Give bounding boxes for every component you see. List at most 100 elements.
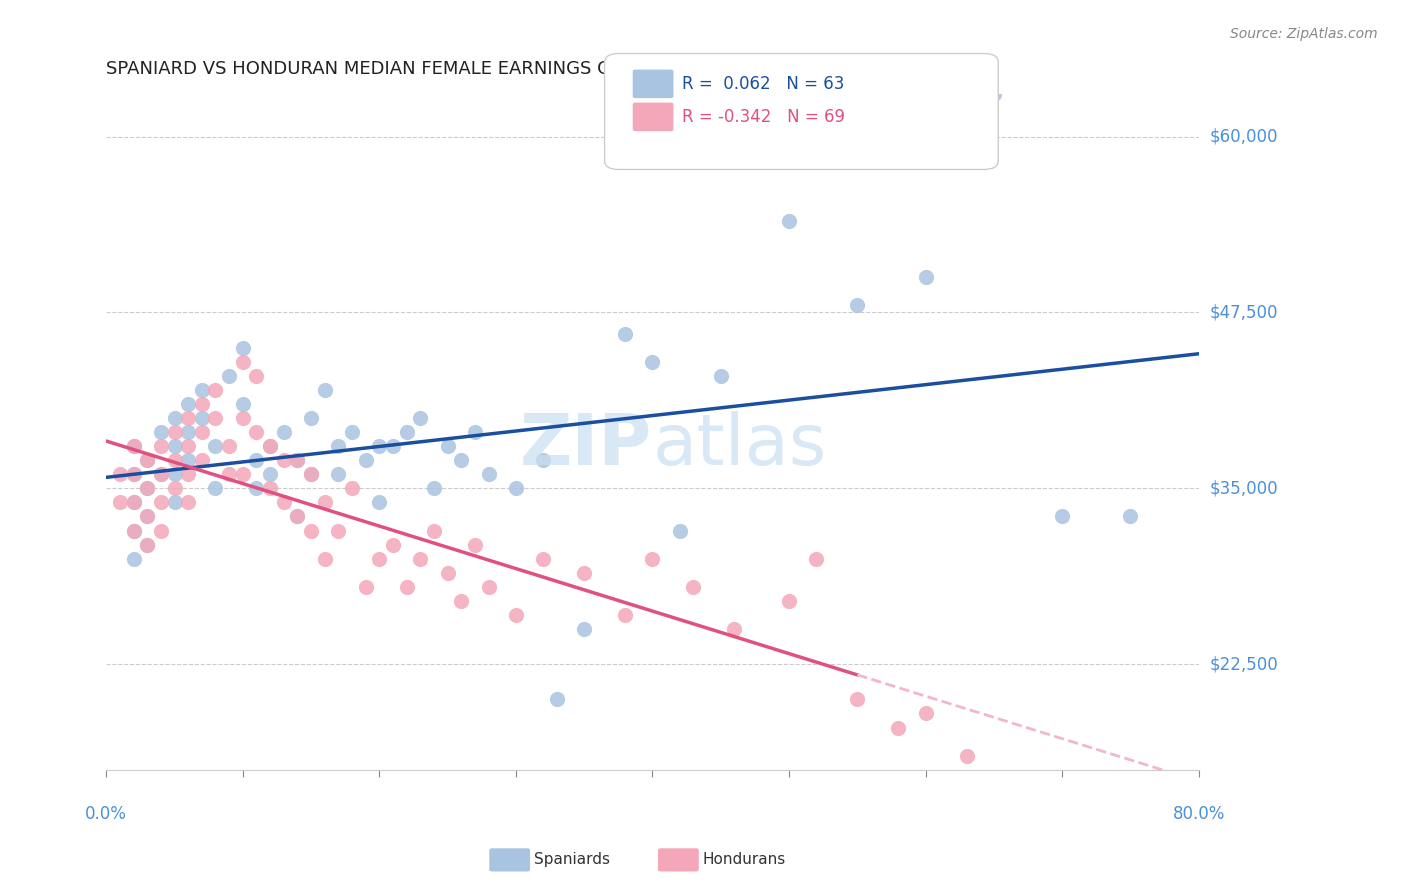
Point: [328, 467, 350, 482]
Text: 80.0%: 80.0%: [1173, 805, 1225, 823]
Point: [136, 453, 159, 467]
Point: [436, 439, 458, 453]
Point: [108, 495, 131, 509]
Point: [136, 453, 159, 467]
Point: [122, 439, 145, 453]
Point: [259, 439, 281, 453]
Point: [177, 495, 200, 509]
Text: R =  0.062   N = 63: R = 0.062 N = 63: [682, 75, 844, 93]
Point: [273, 425, 295, 439]
Point: [245, 368, 267, 383]
Point: [122, 495, 145, 509]
Point: [395, 425, 418, 439]
Point: [477, 467, 499, 482]
Point: [287, 509, 309, 524]
Point: [314, 495, 336, 509]
Point: [245, 481, 267, 495]
Point: [846, 298, 869, 312]
Text: $60,000: $60,000: [1209, 128, 1278, 145]
Point: [368, 495, 391, 509]
Point: [191, 397, 214, 411]
Point: [354, 580, 377, 594]
Point: [122, 439, 145, 453]
Point: [232, 411, 254, 425]
Point: [273, 495, 295, 509]
Point: [1024, 777, 1046, 791]
Text: Spaniards: Spaniards: [534, 853, 610, 867]
Point: [177, 467, 200, 482]
Point: [191, 425, 214, 439]
Point: [259, 481, 281, 495]
Point: [572, 566, 595, 580]
Point: [464, 425, 486, 439]
Point: [232, 355, 254, 369]
Point: [328, 524, 350, 538]
Point: [149, 467, 172, 482]
Point: [299, 524, 322, 538]
Text: 0.0%: 0.0%: [86, 805, 127, 823]
Point: [1119, 509, 1142, 524]
Point: [273, 453, 295, 467]
Point: [464, 538, 486, 552]
Point: [914, 270, 936, 285]
Point: [955, 748, 977, 763]
Text: SPANIARD VS HONDURAN MEDIAN FEMALE EARNINGS CORRELATION CHART: SPANIARD VS HONDURAN MEDIAN FEMALE EARNI…: [107, 60, 792, 78]
Text: atlas: atlas: [652, 411, 827, 480]
Text: $47,500: $47,500: [1209, 303, 1278, 321]
Point: [641, 355, 664, 369]
Point: [436, 566, 458, 580]
Point: [287, 453, 309, 467]
Point: [668, 524, 690, 538]
Point: [122, 524, 145, 538]
Point: [136, 538, 159, 552]
Point: [149, 467, 172, 482]
Text: Source: ZipAtlas.com: Source: ZipAtlas.com: [1230, 27, 1378, 41]
Point: [382, 439, 405, 453]
Point: [531, 551, 554, 566]
Point: [191, 411, 214, 425]
Point: [163, 481, 186, 495]
Point: [122, 467, 145, 482]
Text: $22,500: $22,500: [1209, 656, 1278, 673]
Point: [149, 524, 172, 538]
Point: [641, 551, 664, 566]
Point: [191, 453, 214, 467]
Point: [505, 607, 527, 622]
Point: [710, 368, 733, 383]
Point: [299, 411, 322, 425]
Point: [149, 495, 172, 509]
Point: [409, 551, 432, 566]
Point: [314, 383, 336, 397]
Point: [204, 383, 226, 397]
Point: [218, 467, 240, 482]
Point: [163, 411, 186, 425]
Point: [136, 509, 159, 524]
Point: [149, 425, 172, 439]
Point: [163, 495, 186, 509]
Point: [368, 439, 391, 453]
Point: [204, 439, 226, 453]
Point: [287, 453, 309, 467]
Point: [177, 411, 200, 425]
Point: [477, 580, 499, 594]
Point: [409, 411, 432, 425]
Point: [245, 425, 267, 439]
Point: [122, 495, 145, 509]
Point: [232, 397, 254, 411]
Point: [163, 453, 186, 467]
Point: [232, 341, 254, 355]
Point: [778, 214, 800, 228]
Point: [382, 538, 405, 552]
Point: [299, 467, 322, 482]
Point: [259, 467, 281, 482]
Point: [314, 551, 336, 566]
Point: [723, 622, 745, 636]
Point: [177, 425, 200, 439]
Point: [778, 594, 800, 608]
Point: [218, 439, 240, 453]
Point: [149, 439, 172, 453]
Point: [177, 397, 200, 411]
Point: [887, 721, 910, 735]
Point: [328, 439, 350, 453]
Point: [136, 481, 159, 495]
